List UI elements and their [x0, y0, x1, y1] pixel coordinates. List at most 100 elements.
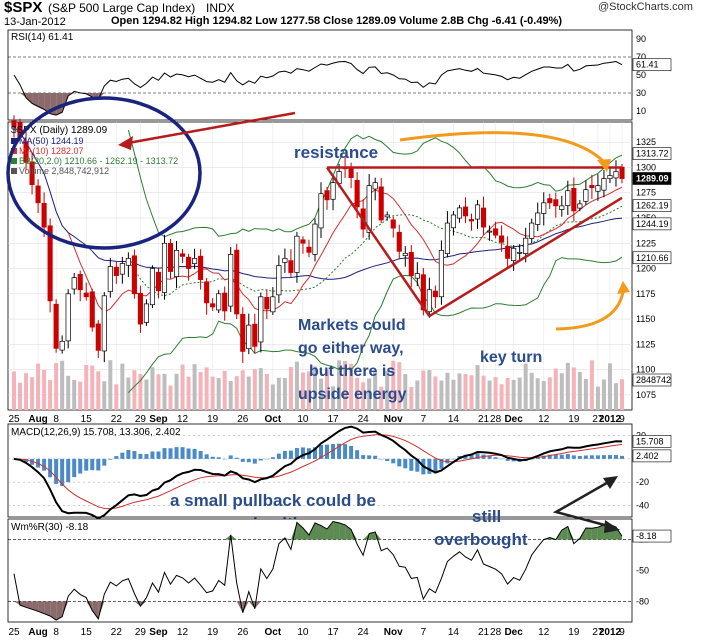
macd-histogram-bar [499, 458, 504, 460]
macd-histogram-bar [102, 458, 107, 466]
williams-x-tick: 28 [490, 627, 502, 638]
volume-bar [391, 360, 396, 410]
price-y-tick: 1275 [636, 188, 656, 198]
price-value-tag-label: 1313.72 [636, 149, 669, 159]
macd-histogram-bar [415, 458, 420, 472]
macd-histogram-bar [42, 458, 47, 471]
macd-histogram-bar [234, 457, 239, 459]
candle-body [535, 212, 541, 225]
candle-body [186, 256, 192, 269]
macd-histogram-bar [595, 455, 600, 459]
williams-x-tick: 22 [111, 627, 123, 638]
candle-body [35, 185, 41, 204]
candle-body [155, 271, 162, 292]
macd-histogram-bar [469, 454, 474, 459]
macd-histogram-bar [246, 458, 251, 463]
price-y-tick: 1300 [636, 162, 656, 172]
volume-bar [529, 372, 534, 410]
legend-entry: MA(50) 1244.19 [19, 136, 84, 146]
candle-body [137, 292, 143, 325]
bollinger-middle-band [127, 205, 623, 297]
volume-bar [228, 381, 233, 410]
price-x-tick: 24 [358, 414, 370, 425]
candle-body [300, 239, 306, 244]
williams-x-tick: 10 [297, 627, 309, 638]
overbought-pointer-arrows [552, 478, 613, 529]
candle-body [420, 274, 426, 311]
annotation-overbought: overbought [434, 530, 528, 549]
volume-bar [571, 367, 576, 410]
williams-label: Wm%R(30) -8.18 [11, 522, 89, 533]
macd-histogram-bar [180, 447, 185, 459]
legend-swatch [11, 138, 17, 144]
volume-bar [451, 379, 456, 410]
price-value-tag-label: 1262.19 [636, 201, 669, 211]
volume-bar [126, 377, 131, 410]
volume-bar [174, 373, 179, 410]
candle-body [270, 296, 276, 313]
volume-bar [385, 370, 390, 410]
annotation-still: still [472, 507, 501, 526]
volume-bar [288, 367, 293, 410]
price-x-tick: Nov [384, 414, 403, 425]
volume-bar [409, 386, 414, 410]
candle-body [577, 203, 583, 209]
candle-body [529, 222, 535, 239]
volume-bar [36, 363, 41, 410]
macd-histogram-bar [144, 454, 149, 459]
annotation-key-turn: key turn [480, 349, 542, 366]
macd-histogram-bar [276, 453, 281, 459]
candle-body [607, 175, 613, 180]
volume-bar [565, 362, 570, 410]
williams-overbought-fill [314, 522, 322, 540]
macd-histogram-bar [132, 451, 137, 459]
williams-x-tick: Dec [504, 627, 523, 638]
chart-symbol: $SPX [4, 0, 43, 16]
candle-body [198, 255, 204, 280]
macd-value-label: 2.402 [636, 451, 659, 461]
price-x-tick: 21 [478, 414, 490, 425]
macd-histogram-bar [589, 455, 594, 459]
volume-bar [240, 370, 245, 410]
volume-bar [379, 386, 384, 410]
candle-body [487, 230, 493, 233]
volume-bar [72, 380, 77, 410]
candle-body [173, 249, 180, 277]
volume-bar [601, 379, 606, 410]
candle-body [59, 340, 65, 351]
macd-histogram-bar [565, 454, 570, 459]
macd-histogram-bar [126, 450, 131, 459]
price-x-tick: 22 [111, 414, 123, 425]
candle-body [288, 260, 294, 273]
legend-pointer-arrowhead [118, 136, 133, 150]
candle-body [192, 258, 198, 264]
volume-bar [577, 371, 582, 410]
macd-histogram-bar [294, 448, 299, 459]
williams-oversold-fill [254, 601, 261, 609]
macd-y-tick: -20 [636, 477, 649, 487]
candle-body [216, 293, 222, 311]
macd-histogram-bar [192, 448, 197, 459]
legend-entry: BB(20,2.0) 1210.66 - 1262.19 - 1313.72 [19, 156, 178, 166]
macd-histogram-bar [240, 458, 245, 462]
volume-bar [493, 377, 498, 410]
volume-bar [421, 370, 426, 410]
candle-body [77, 274, 83, 291]
volume-bar [252, 369, 257, 410]
rsi-y-tick: 10 [636, 106, 646, 116]
volume-bar [60, 360, 65, 410]
williams-overbought-fill [302, 527, 309, 540]
williams-oversold-fill [62, 601, 69, 617]
volume-value-label: 2848742 [636, 375, 671, 385]
candle-body [47, 225, 53, 302]
candle-body [252, 323, 258, 347]
volume-bar [469, 375, 474, 410]
candle-body [228, 254, 234, 307]
candle-body [438, 249, 444, 298]
chart-exchange: INDX [206, 1, 235, 15]
rsi-panel-frame [7, 29, 633, 121]
rsi-oversold-fill [32, 93, 39, 107]
candle-body [408, 252, 414, 276]
price-y-tick: 1075 [636, 390, 656, 400]
volume-bar [210, 376, 215, 410]
